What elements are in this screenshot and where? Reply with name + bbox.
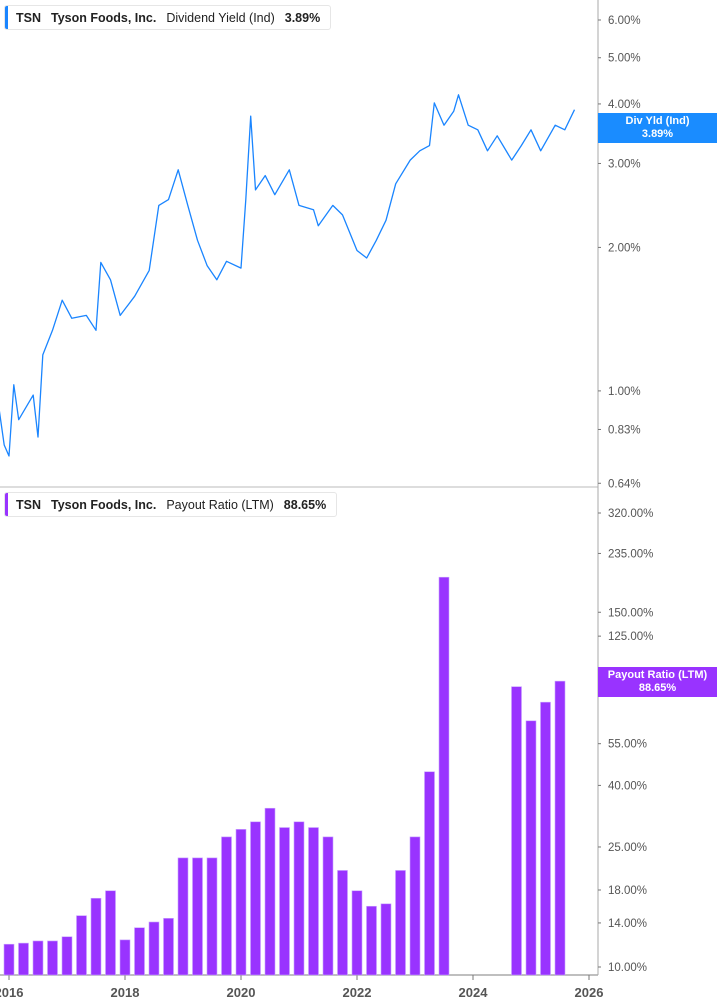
payout-ratio-bar [264, 807, 276, 976]
legend-ticker: TSN [16, 10, 41, 25]
y-tick-label: 1.00% [608, 386, 641, 398]
tag-label: Payout Ratio (LTM) [607, 669, 708, 681]
y-tick-label: 18.00% [608, 885, 647, 897]
x-tick-label: 2016 [0, 985, 23, 1000]
y-tick-label: 150.00% [608, 607, 653, 619]
payout-ratio-bar [554, 680, 566, 976]
payout-ratio-bar [221, 836, 232, 976]
y-tick-label: 320.00% [608, 508, 653, 520]
payout-ratio-bar [192, 857, 203, 976]
y-tick-label: 0.83% [608, 424, 641, 436]
payout-ratio-bar [293, 821, 305, 976]
y-tick-label: 10.00% [608, 962, 647, 974]
y-tick-label: 14.00% [608, 918, 647, 930]
tag-value: 88.65% [638, 682, 677, 694]
dividend-yield-line [0, 94, 576, 457]
y-tick-label: 40.00% [608, 780, 647, 792]
payout-ratio-bar [380, 903, 392, 976]
payout-ratio-bar [409, 836, 421, 976]
y-tick-label: 0.64% [608, 478, 641, 490]
legend-value: 3.89% [284, 10, 321, 25]
payout-ratio-bar [206, 857, 218, 976]
payout-ratio-bar [76, 915, 87, 976]
payout-ratio-bar [351, 890, 363, 976]
payout-ratio-bar [525, 720, 537, 976]
payout-ratio-bar [18, 942, 29, 976]
legend-value: 88.65% [283, 497, 327, 512]
y-tick-label: 55.00% [608, 739, 647, 751]
current-yield-tag: Div Yld (Ind) 3.89% [598, 113, 717, 143]
y-tick-label: 2.00% [608, 242, 641, 254]
payout-ratio-bar [235, 829, 247, 976]
payout-ratio-bar [134, 927, 145, 976]
payout-ratio-bar [250, 821, 261, 976]
y-tick-label: 3.00% [608, 158, 641, 170]
payout-ratio-bar [322, 836, 334, 976]
y-tick-label: 5.00% [608, 53, 641, 65]
payout-ratio-bar [540, 701, 551, 976]
payout-ratio-bar [511, 686, 522, 976]
x-tick-label: 2018 [111, 985, 140, 1000]
legend-metric: Payout Ratio (LTM) [166, 497, 274, 512]
payout-ratio-bar [308, 827, 319, 976]
tag-label: Div Yld (Ind) [625, 115, 690, 127]
series-color-swatch [5, 6, 8, 29]
legend-metric: Dividend Yield (Ind) [166, 10, 275, 25]
payout-ratio-bar [395, 870, 406, 976]
payout-ratio-bar [424, 771, 435, 976]
y-tick-label: 235.00% [608, 548, 653, 560]
payout-ratio-bar [438, 576, 450, 976]
x-tick-label: 2022 [343, 985, 372, 1000]
legend-company: Tyson Foods, Inc. [51, 10, 157, 25]
payout-ratio-bar [366, 905, 377, 976]
x-tick-label: 2026 [575, 985, 604, 1000]
y-tick-label: 4.00% [608, 99, 641, 111]
payout-ratio-bar [148, 921, 160, 976]
payout-ratio-bar [3, 943, 15, 976]
x-tick-label: 2020 [227, 985, 256, 1000]
y-tick-label: 125.00% [608, 631, 653, 643]
x-tick-label: 2024 [459, 985, 489, 1000]
tag-value: 3.89% [641, 128, 674, 140]
y-tick-label: 25.00% [608, 842, 647, 854]
payout-ratio-bar [90, 897, 102, 976]
top-legend: TSN Tyson Foods, Inc. Dividend Yield (In… [4, 5, 332, 30]
payout-ratio-bar [119, 939, 131, 976]
y-tick-label: 6.00% [608, 15, 641, 27]
current-payout-tag: Payout Ratio (LTM) 88.65% [598, 667, 717, 697]
payout-ratio-bar [32, 940, 44, 976]
payout-ratio-bar [279, 827, 290, 976]
payout-ratio-bar [177, 857, 189, 976]
series-color-swatch [5, 493, 8, 516]
bottom-legend: TSN Tyson Foods, Inc. Payout Ratio (LTM)… [4, 492, 338, 517]
payout-ratio-bar [337, 870, 348, 976]
payout-ratio-bar [105, 890, 116, 976]
legend-ticker: TSN [16, 497, 41, 512]
legend-company: Tyson Foods, Inc. [51, 497, 157, 512]
payout-ratio-bar [61, 936, 73, 976]
payout-ratio-bar [163, 918, 174, 976]
payout-ratio-bar [47, 940, 58, 976]
